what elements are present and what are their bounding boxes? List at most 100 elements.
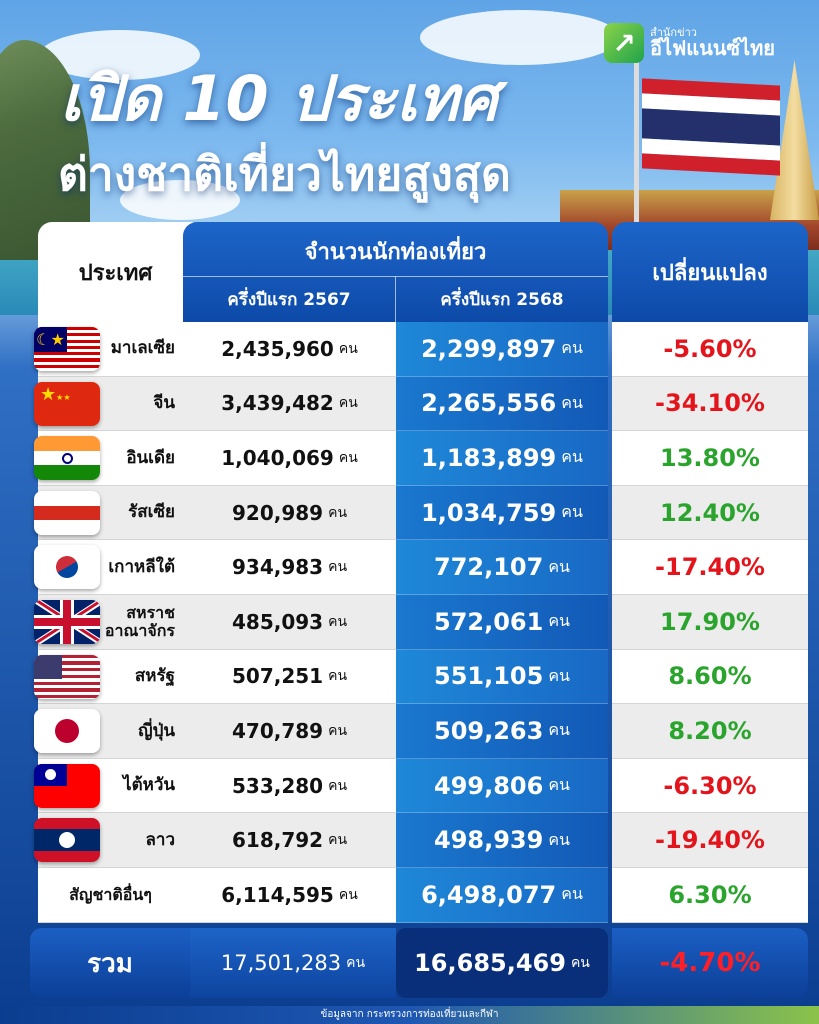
count-2568-cell: 2,299,897 คน bbox=[396, 322, 608, 377]
india-flag-icon bbox=[34, 436, 100, 481]
table-row: ไต้หวัน 533,280 คน 499,806 คน -6.30% bbox=[10, 758, 810, 814]
table-row: สหรัฐ 507,251 คน 551,105 คน 8.60% bbox=[10, 649, 810, 705]
flag-pole bbox=[634, 60, 639, 230]
source-note: ข้อมูลจาก กระทรวงการท่องเที่ยวและกีฬา bbox=[0, 1006, 819, 1024]
unit-label: คน bbox=[561, 392, 583, 412]
table-row: รัสเซีย 920,989 คน 1,034,759 คน 12.40% bbox=[10, 485, 810, 541]
header-country: ประเทศ bbox=[38, 222, 193, 322]
count-2567-value: 920,989 bbox=[231, 500, 324, 525]
country-name: รัสเซีย bbox=[128, 502, 175, 523]
count-2568-cell: 551,105 คน bbox=[396, 649, 608, 705]
change-cell: -19.40% bbox=[612, 813, 808, 868]
country-cell: สหรัฐ bbox=[34, 649, 183, 705]
unit-label: คน bbox=[328, 613, 348, 630]
unit-label: คน bbox=[338, 886, 358, 903]
count-2567-cell: 533,280 คน bbox=[183, 758, 396, 814]
unit-label: คน bbox=[338, 340, 358, 357]
thailand-flag-icon bbox=[642, 78, 780, 176]
unit-label: คน bbox=[548, 556, 570, 576]
total-2567-value: 17,501,283 bbox=[220, 951, 342, 975]
count-2567-cell: 618,792 คน bbox=[183, 813, 396, 868]
count-2567-value: 618,792 bbox=[231, 828, 324, 853]
country-name: สัญชาติอื่นๆ bbox=[69, 884, 152, 904]
unit-label: คน bbox=[570, 955, 590, 971]
page-subtitle: ต่างชาติเที่ยวไทยสูงสุด bbox=[58, 147, 511, 201]
table-row: ☾★ มาเลเซีย 2,435,960 คน 2,299,897 คน -5.60% bbox=[10, 322, 810, 377]
unit-label: คน bbox=[548, 829, 570, 849]
change-cell: 12.40% bbox=[612, 485, 808, 541]
country-cell: ☾★ มาเลเซีย bbox=[34, 322, 183, 377]
count-2567-value: 485,093 bbox=[231, 609, 324, 634]
header-count-group: จำนวนนักท่องเที่ยว ครึ่งปีแรก 2567 ครึ่ง… bbox=[183, 222, 608, 322]
header-year-2568: ครึ่งปีแรก 2568 bbox=[440, 290, 564, 310]
country-cell: รัสเซีย bbox=[34, 485, 183, 541]
table-row: สัญชาติอื่นๆ 6,114,595 คน 6,498,077 คน 6.30% bbox=[10, 867, 810, 923]
count-2568-value: 1,034,759 bbox=[421, 498, 557, 527]
uk-flag-icon bbox=[34, 599, 100, 644]
laos-flag-icon bbox=[34, 818, 100, 863]
header-change: เปลี่ยนแปลง bbox=[612, 222, 808, 322]
header-count: จำนวนนักท่องเที่ยว bbox=[304, 240, 487, 265]
count-2568-value: 6,498,077 bbox=[421, 880, 557, 909]
south-korea-flag-icon bbox=[34, 545, 100, 590]
total-change: -4.70% bbox=[612, 928, 808, 998]
unit-label: คน bbox=[328, 722, 348, 739]
change-cell: -17.40% bbox=[612, 540, 808, 595]
count-2568-cell: 499,806 คน bbox=[396, 758, 608, 814]
country-name: สหราช อาณาจักร bbox=[104, 603, 175, 640]
unit-label: คน bbox=[328, 504, 348, 521]
page-title: เปิด 10 ประเทศ bbox=[60, 62, 498, 135]
brand-small-label: สำนักข่าว bbox=[650, 25, 697, 39]
count-2568-value: 1,183,899 bbox=[421, 443, 557, 472]
count-2567-cell: 1,040,069 คน bbox=[183, 431, 396, 486]
count-2567-value: 2,435,960 bbox=[221, 336, 334, 361]
total-2568: 16,685,469 คน bbox=[396, 928, 608, 998]
russia-flag-icon bbox=[34, 490, 100, 535]
change-cell: 13.80% bbox=[612, 431, 808, 486]
count-2568-cell: 572,061 คน bbox=[396, 594, 608, 650]
country-name: อินเดีย bbox=[126, 447, 175, 468]
count-2567-cell: 485,093 คน bbox=[183, 594, 396, 650]
table-row: ญี่ปุ่น 470,789 คน 509,263 คน 8.20% bbox=[10, 704, 810, 759]
country-cell: ไต้หวัน bbox=[34, 758, 183, 814]
count-2568-value: 551,105 bbox=[434, 662, 544, 691]
count-2567-value: 533,280 bbox=[231, 773, 324, 798]
table-row: อินเดีย 1,040,069 คน 1,183,899 คน 13.80% bbox=[10, 431, 810, 486]
country-name: จีน bbox=[153, 393, 175, 414]
total-2567: 17,501,283 คน bbox=[190, 928, 396, 998]
country-cell: สหราช อาณาจักร bbox=[34, 594, 183, 650]
change-cell: 6.30% bbox=[612, 867, 808, 923]
unit-label: คน bbox=[328, 832, 348, 849]
count-2567-cell: 934,983 คน bbox=[183, 540, 396, 595]
change-cell: -34.10% bbox=[612, 376, 808, 432]
count-2568-value: 499,806 bbox=[434, 771, 544, 800]
count-2567-value: 470,789 bbox=[231, 718, 324, 743]
change-cell: -5.60% bbox=[612, 322, 808, 377]
count-2567-cell: 6,114,595 คน bbox=[183, 867, 396, 923]
count-2568-value: 2,265,556 bbox=[421, 389, 557, 418]
count-2568-value: 772,107 bbox=[434, 553, 544, 582]
count-2568-cell: 1,034,759 คน bbox=[396, 485, 608, 541]
count-2567-cell: 2,435,960 คน bbox=[183, 322, 396, 377]
malaysia-flag-icon: ☾★ bbox=[34, 327, 100, 371]
table-row: ★★★ จีน 3,439,482 คน 2,265,556 คน -34.10% bbox=[10, 376, 810, 432]
change-cell: 17.90% bbox=[612, 594, 808, 650]
china-flag-icon: ★★★ bbox=[34, 381, 100, 426]
country-name: ญี่ปุ่น bbox=[138, 720, 175, 741]
brand-name: อีไฟแนนซ์ไทย bbox=[650, 36, 775, 61]
total-row: รวม 17,501,283 คน 16,685,469 คน -4.70% bbox=[10, 928, 810, 998]
brand-logo: ↗ สำนักข่าว อีไฟแนนซ์ไทย bbox=[604, 22, 804, 64]
count-2567-value: 6,114,595 bbox=[221, 882, 334, 907]
table-body: ☾★ มาเลเซีย 2,435,960 คน 2,299,897 คน -5.60% ★★… bbox=[10, 322, 810, 923]
unit-label: คน bbox=[548, 611, 570, 631]
country-cell: สัญชาติอื่นๆ bbox=[38, 867, 183, 923]
tourism-table: ประเทศ จำนวนนักท่องเที่ยว ครึ่งปีแรก 256… bbox=[10, 222, 810, 1002]
country-cell: ★★★ จีน bbox=[34, 376, 183, 432]
unit-label: คน bbox=[561, 884, 583, 904]
count-2567-cell: 470,789 คน bbox=[183, 704, 396, 759]
country-name: สหรัฐ bbox=[134, 666, 175, 687]
count-2568-value: 509,263 bbox=[434, 716, 544, 745]
count-2567-value: 1,040,069 bbox=[221, 445, 334, 470]
unit-label: คน bbox=[328, 668, 348, 685]
count-2568-value: 498,939 bbox=[434, 826, 544, 855]
